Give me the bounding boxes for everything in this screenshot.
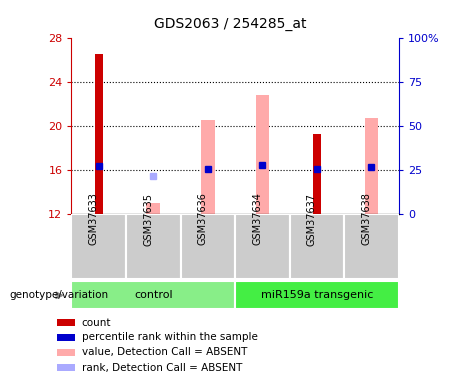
Bar (344, 214, 399, 279)
Bar (365, 118, 378, 214)
Bar (235, 281, 399, 309)
Text: GDS2063 / 254285_at: GDS2063 / 254285_at (154, 17, 307, 31)
Bar (57, 349, 75, 356)
Bar (95, 54, 103, 214)
Text: miR159a transgenic: miR159a transgenic (261, 290, 373, 300)
Bar (235, 214, 290, 279)
Bar (57, 319, 75, 326)
Text: count: count (82, 318, 111, 327)
Text: GSM37634: GSM37634 (252, 193, 262, 246)
Bar (255, 95, 269, 214)
Bar (313, 135, 321, 214)
Text: GSM37637: GSM37637 (307, 192, 317, 246)
Bar (57, 364, 75, 371)
Bar (57, 334, 75, 341)
Text: GSM37638: GSM37638 (361, 193, 372, 246)
Text: GSM37635: GSM37635 (143, 192, 153, 246)
Text: value, Detection Call = ABSENT: value, Detection Call = ABSENT (82, 348, 247, 357)
Bar (147, 203, 160, 214)
Text: GSM37636: GSM37636 (198, 193, 208, 246)
Text: control: control (134, 290, 172, 300)
Bar (290, 214, 344, 279)
Text: GSM37633: GSM37633 (89, 193, 99, 246)
Bar (201, 120, 215, 214)
Bar (126, 214, 181, 279)
Text: rank, Detection Call = ABSENT: rank, Detection Call = ABSENT (82, 363, 242, 372)
Text: percentile rank within the sample: percentile rank within the sample (82, 333, 258, 342)
Bar (71, 281, 235, 309)
Bar (181, 214, 235, 279)
Text: genotype/variation: genotype/variation (9, 290, 108, 300)
Bar (71, 214, 126, 279)
